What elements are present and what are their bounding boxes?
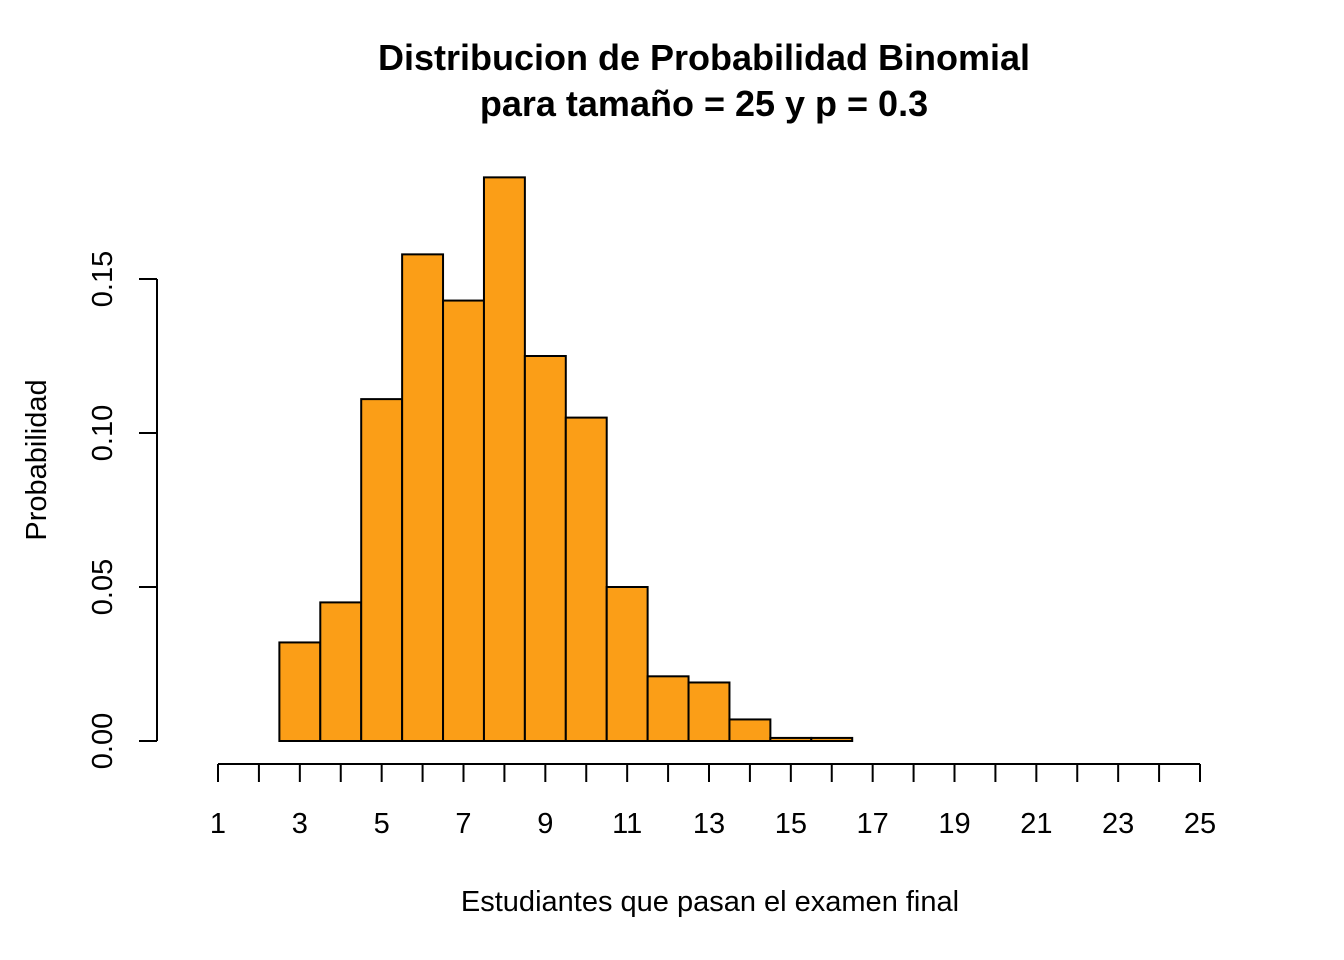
x-axis: 1 3 5 7 9 11 13 15 17 19 21 23 25 [210,763,1216,840]
x-tick-label: 15 [775,808,807,840]
bar-9 [523,355,567,742]
x-tick-label: 3 [292,808,308,840]
bar-6 [401,253,445,743]
bars-group [278,176,854,743]
x-tick-label: 23 [1102,808,1134,840]
y-tick-label: 0.05 [87,559,119,615]
x-axis-label: Estudiantes que pasan el examen final [461,886,959,918]
y-axis: 0.00 0.05 0.10 0.15 [87,251,158,769]
y-tick-label: 0.10 [87,405,119,461]
bar-4 [319,601,363,743]
x-tick-label: 13 [693,808,725,840]
x-tick-label: 19 [938,808,970,840]
bar-11 [605,586,649,742]
bar-3 [278,641,322,742]
bar-16 [810,736,854,742]
x-tick-label: 9 [537,808,553,840]
x-tick-label: 25 [1184,808,1216,840]
bar-8 [482,176,526,743]
x-tick-label: 11 [612,808,642,840]
bar-15 [769,736,813,742]
x-tick-label: 7 [455,808,471,840]
bar-13 [687,681,731,742]
y-tick-label: 0.15 [87,251,119,307]
x-tick-label: 5 [374,808,390,840]
y-axis-label: Probabilidad [21,379,53,540]
bar-12 [646,675,690,743]
y-tick-label: 0.00 [87,713,119,769]
bar-5 [360,398,404,742]
bar-7 [442,299,485,742]
x-tick-label: 21 [1020,808,1052,840]
chart-title: Distribucion de Probabilidad Binomial [378,37,1030,78]
x-tick-label: 1 [210,808,226,840]
bar-10 [564,416,608,742]
chart-subtitle: para tamaño = 25 y p = 0.3 [480,83,928,124]
bar-14 [728,718,772,743]
x-tick-label: 17 [857,808,889,840]
